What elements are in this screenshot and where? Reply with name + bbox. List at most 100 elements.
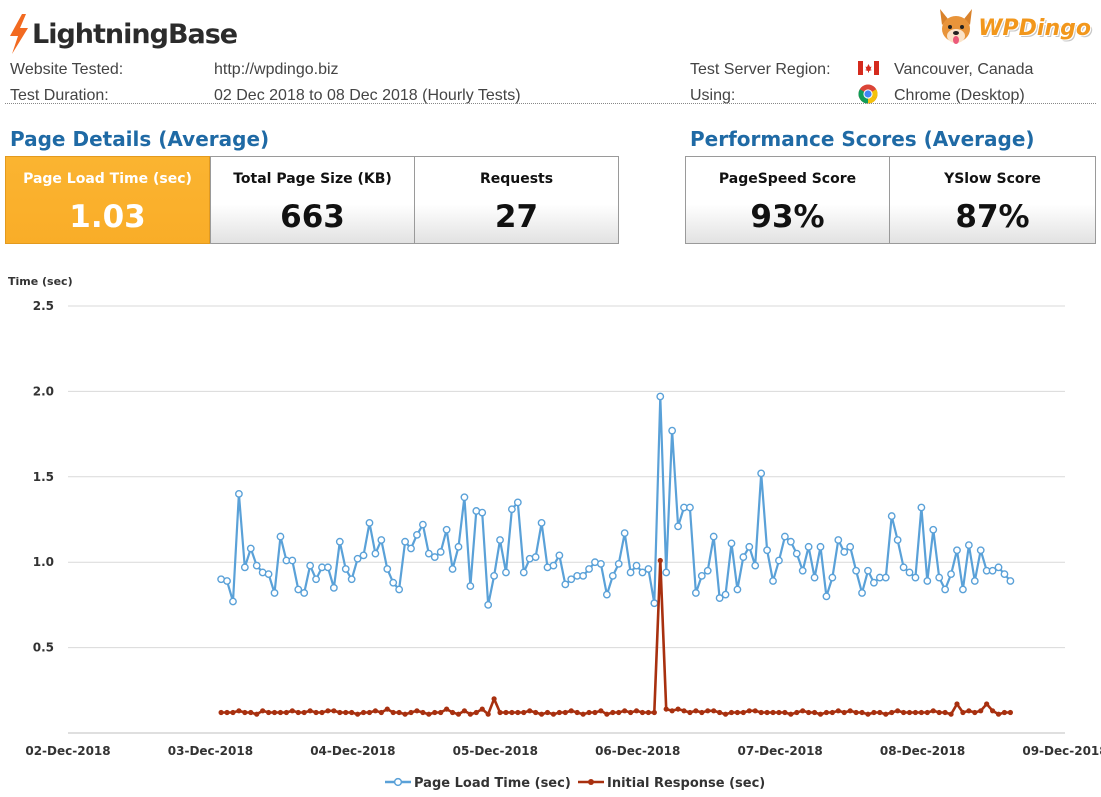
data-point	[236, 708, 242, 714]
data-point	[365, 519, 374, 527]
data-point	[246, 544, 255, 553]
data-point	[674, 522, 682, 531]
data-point	[905, 568, 914, 577]
data-point	[436, 548, 445, 556]
wpdingo-logo-text: WPDingo	[978, 15, 1091, 41]
data-point	[568, 708, 574, 714]
data-point	[994, 563, 1003, 572]
data-point	[924, 709, 930, 716]
data-point	[497, 709, 503, 716]
data-point	[455, 711, 462, 717]
data-point	[496, 536, 504, 544]
data-point	[823, 709, 830, 716]
data-point	[294, 585, 303, 594]
data-point	[414, 708, 420, 714]
chrome-icon	[858, 84, 878, 104]
x-tick-label: 04-Dec-2018	[310, 744, 395, 758]
using-value: Chrome (Desktop)	[894, 87, 1025, 104]
data-point	[786, 537, 795, 546]
data-point	[408, 709, 414, 716]
data-point	[834, 536, 843, 544]
data-point	[626, 568, 635, 577]
data-point	[372, 708, 379, 714]
data-point	[935, 573, 944, 582]
data-point	[401, 537, 409, 546]
data-point	[870, 578, 878, 587]
x-tick-label: 06-Dec-2018	[595, 744, 680, 758]
data-point	[722, 711, 729, 717]
info-divider	[5, 103, 1096, 104]
data-point	[889, 709, 895, 716]
data-point	[490, 571, 498, 580]
data-point	[728, 709, 735, 716]
data-point	[656, 392, 665, 401]
data-point	[426, 711, 432, 717]
page-details-title: Page Details (Average)	[10, 127, 270, 151]
data-point	[484, 600, 493, 609]
data-point	[895, 708, 901, 714]
data-point	[485, 711, 491, 717]
data-point	[978, 708, 984, 714]
data-point	[966, 708, 972, 714]
data-point	[651, 709, 657, 716]
data-point	[794, 709, 800, 716]
data-point	[972, 709, 978, 716]
data-point	[252, 561, 261, 570]
data-point	[461, 708, 468, 714]
data-point	[947, 570, 955, 579]
data-point	[739, 553, 748, 561]
data-point	[508, 505, 516, 514]
legend-label: Initial Response (sec)	[607, 776, 765, 791]
data-point	[289, 708, 295, 714]
legend-label: Page Load Time (sec)	[414, 776, 571, 791]
data-point	[727, 539, 736, 548]
data-point	[632, 561, 641, 570]
card-value: 27	[494, 199, 539, 235]
data-point	[549, 561, 558, 570]
data-point	[442, 525, 451, 534]
data-point	[657, 557, 663, 564]
y-tick-label: 0.5	[33, 641, 54, 655]
data-point	[254, 711, 260, 717]
data-point	[586, 709, 592, 716]
requests-card: Requests 27	[414, 156, 619, 244]
data-point	[432, 709, 438, 716]
data-point	[918, 709, 924, 716]
data-point	[580, 711, 586, 717]
data-point	[337, 709, 343, 716]
data-point	[264, 570, 273, 579]
data-point	[989, 708, 996, 714]
page-load-time-card: Page Load Time (sec) 1.03	[5, 156, 210, 244]
data-point	[970, 577, 979, 585]
data-point	[699, 709, 705, 716]
data-point	[592, 709, 598, 716]
data-point	[847, 708, 853, 714]
legend-swatch-marker	[588, 779, 594, 785]
data-point	[668, 426, 677, 435]
data-point	[804, 542, 813, 551]
data-point	[491, 696, 497, 702]
data-point	[347, 575, 356, 584]
data-point	[223, 577, 231, 585]
data-point	[675, 706, 681, 712]
data-point	[478, 508, 487, 517]
test-server-region-label: Test Server Region:	[690, 61, 831, 78]
data-point	[798, 566, 807, 575]
data-point	[550, 711, 557, 717]
data-point	[687, 709, 693, 716]
data-point	[948, 711, 954, 717]
data-point	[959, 585, 967, 594]
card-label: PageSpeed Score	[718, 171, 857, 187]
data-point	[271, 709, 278, 716]
card-label: Page Load Time (sec)	[23, 171, 192, 187]
total-page-size-card: Total Page Size (KB) 663	[210, 156, 415, 244]
data-point	[638, 568, 647, 577]
data-point	[544, 709, 551, 716]
data-point	[953, 546, 961, 555]
data-point	[413, 530, 421, 539]
data-point	[923, 577, 932, 585]
data-point	[597, 560, 605, 568]
data-point	[574, 709, 580, 716]
data-point	[396, 709, 402, 716]
data-point	[224, 709, 230, 716]
